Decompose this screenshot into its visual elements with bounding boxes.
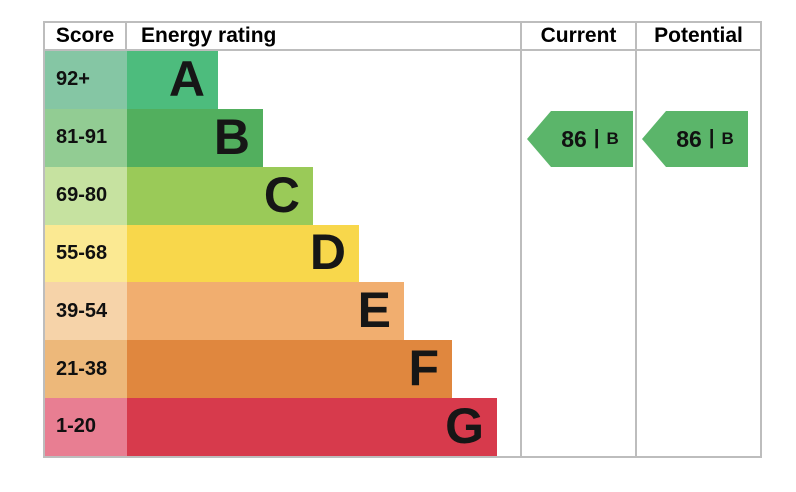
rating-bar-c: C <box>127 166 313 225</box>
band-letter-c: C <box>263 166 300 223</box>
score-range-a: 92+ <box>45 51 127 109</box>
potential-column-header: Potential <box>637 23 760 51</box>
table-header-row: Score Energy rating <box>45 23 520 51</box>
energy-rating-bands: 92+ A 81-91 B 69-80 C 55-68 D 39-54 E 21-38 F 1-20 G <box>45 51 520 456</box>
band-row-e: 39-54 E <box>45 282 520 341</box>
score-range-g: 1-20 <box>45 398 127 456</box>
band-row-f: 21-38 F <box>45 340 520 399</box>
band-row-d: 55-68 D <box>45 224 520 283</box>
band-row-g: 1-20 G <box>45 398 520 456</box>
current-score-value: 86 <box>561 125 587 152</box>
potential-score-value: 86 <box>676 125 702 152</box>
score-range-c: 69-80 <box>45 166 127 225</box>
band-letter-g: G <box>445 397 484 454</box>
band-letter-f: F <box>408 340 439 397</box>
band-row-c: 69-80 C <box>45 166 520 225</box>
band-letter-b: B <box>213 108 250 165</box>
band-row-a: 92+ A <box>45 51 520 109</box>
band-row-b: 81-91 B <box>45 108 520 167</box>
current-band-letter: B <box>606 129 619 148</box>
potential-rating-arrow: 86 | B <box>642 111 748 167</box>
band-letter-a: A <box>168 50 205 107</box>
score-range-b: 81-91 <box>45 108 127 167</box>
rating-bar-d: D <box>127 224 359 283</box>
current-rating-arrow: 86 | B <box>527 111 633 167</box>
potential-band-letter: B <box>721 129 734 148</box>
rating-bar-g: G <box>127 398 497 456</box>
rating-table-main-column: Score Energy rating 92+ A 81-91 B 69-80 C 55-6… <box>45 23 520 456</box>
band-letter-e: E <box>357 282 391 339</box>
score-column-header: Score <box>45 23 127 49</box>
rating-bar-a: A <box>127 51 218 109</box>
potential-column: Potential 86 | B <box>635 23 760 456</box>
energy-rating-column-header: Energy rating <box>141 24 277 47</box>
rating-bar-b: B <box>127 108 263 167</box>
current-separator: | <box>593 126 600 149</box>
current-column: Current 86 | B <box>520 23 635 456</box>
rating-bar-e: E <box>127 282 404 341</box>
potential-separator: | <box>708 126 715 149</box>
score-range-e: 39-54 <box>45 282 127 341</box>
score-range-d: 55-68 <box>45 224 127 283</box>
current-column-header: Current <box>522 23 635 51</box>
score-range-f: 21-38 <box>45 340 127 399</box>
rating-bar-f: F <box>127 340 452 399</box>
band-letter-d: D <box>309 224 346 281</box>
epc-rating-chart: Score Energy rating 92+ A 81-91 B 69-80 C 55-6… <box>43 21 762 458</box>
